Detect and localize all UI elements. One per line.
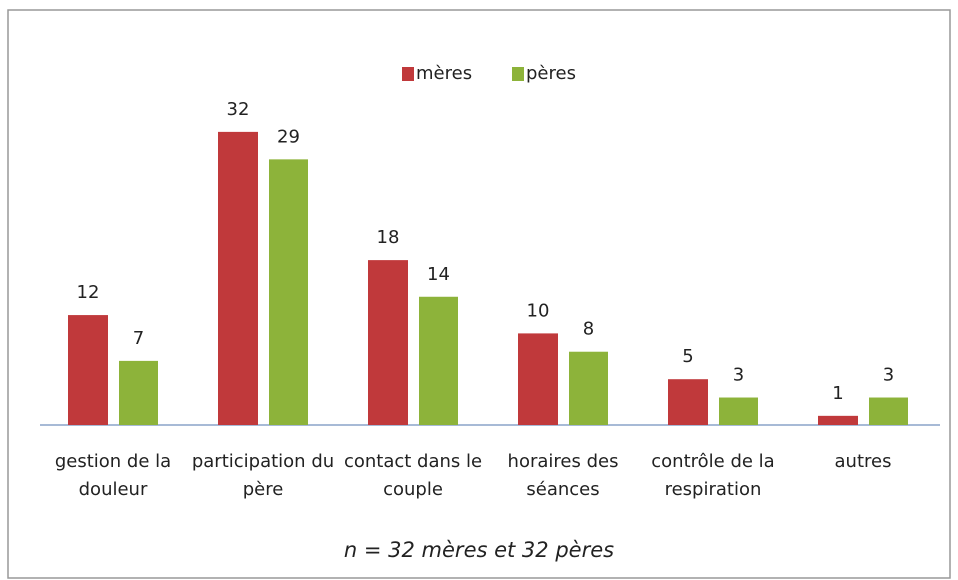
legend-label: mères bbox=[416, 63, 472, 84]
bar bbox=[368, 260, 408, 425]
data-label: 8 bbox=[583, 319, 594, 340]
data-label: 3 bbox=[883, 365, 894, 386]
data-label: 14 bbox=[427, 264, 450, 285]
bar bbox=[68, 315, 108, 425]
bar bbox=[218, 131, 258, 425]
data-label: 5 bbox=[682, 346, 693, 367]
bar bbox=[818, 415, 858, 425]
footnote: n = 32 mères et 32 pères bbox=[343, 538, 615, 562]
bar bbox=[719, 397, 758, 425]
data-label: 12 bbox=[77, 282, 100, 303]
bar bbox=[119, 360, 158, 425]
bar bbox=[569, 351, 608, 425]
data-label: 10 bbox=[527, 300, 550, 321]
bar bbox=[419, 296, 458, 425]
x-tick-label: autres bbox=[834, 451, 892, 472]
x-tick-label: contrôle de la respiration bbox=[651, 451, 775, 500]
data-label: 29 bbox=[277, 126, 300, 147]
x-tick-label: gestion de la douleur bbox=[54, 451, 172, 500]
frame-border bbox=[7, 9, 951, 579]
bar bbox=[869, 397, 908, 425]
bar bbox=[668, 379, 708, 425]
data-label: 1 bbox=[832, 383, 843, 404]
x-tick-label: horaires des séances bbox=[507, 451, 619, 500]
data-label: 3 bbox=[733, 365, 744, 386]
data-label: 7 bbox=[133, 328, 144, 349]
bar bbox=[518, 333, 558, 425]
legend-swatch bbox=[402, 67, 414, 81]
data-label: 32 bbox=[227, 99, 250, 120]
bar bbox=[269, 159, 308, 426]
legend-swatch bbox=[512, 67, 524, 81]
x-tick-label: participation du père bbox=[191, 451, 335, 500]
legend-label: pères bbox=[526, 63, 576, 84]
data-label: 18 bbox=[377, 227, 400, 248]
x-tick-label: contact dans le couple bbox=[343, 451, 483, 500]
